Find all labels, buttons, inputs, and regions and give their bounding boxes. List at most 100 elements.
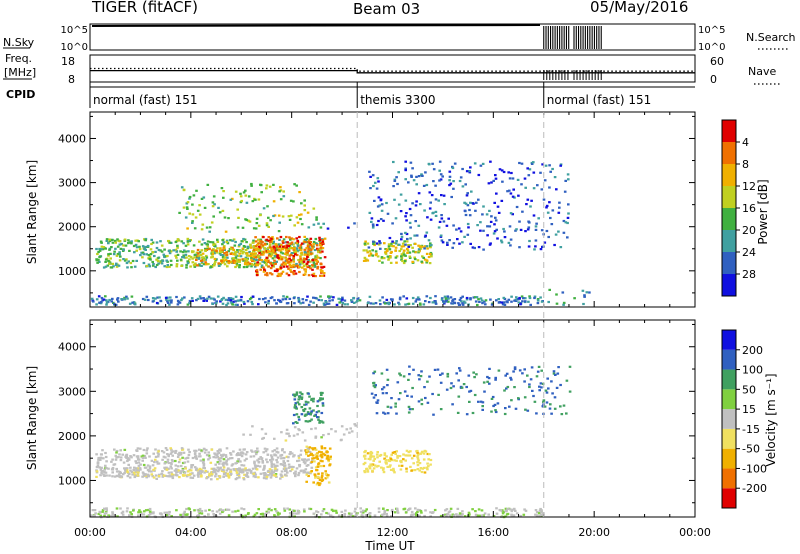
echo-pixel: [374, 181, 377, 184]
echo-pixel: [203, 515, 206, 518]
echo-pixel: [528, 296, 532, 300]
echo-pixel: [403, 249, 406, 252]
echo-pixel: [255, 468, 259, 471]
echo-pixel: [147, 298, 150, 302]
echo-pixel: [443, 295, 447, 298]
echo-pixel: [176, 299, 180, 302]
echo-pixel: [283, 465, 286, 468]
echo-pixel: [183, 510, 186, 513]
echo-pixel: [385, 455, 388, 458]
echo-pixel: [304, 420, 308, 423]
echo-pixel: [320, 474, 324, 477]
echo-pixel: [307, 259, 310, 262]
echo-pixel: [568, 365, 572, 368]
echo-pixel: [300, 202, 303, 205]
echo-pixel: [452, 385, 455, 388]
echo-pixel: [494, 177, 498, 180]
echo-pixel: [95, 453, 98, 456]
echo-pixel: [137, 464, 141, 467]
echo-pixel: [100, 248, 103, 251]
echo-pixel: [111, 466, 115, 470]
echo-pixel: [285, 302, 289, 305]
echo-pixel: [395, 450, 398, 453]
echo-pixel: [292, 273, 296, 276]
echo-pixel: [99, 302, 103, 305]
echo-pixel: [310, 466, 314, 469]
echo-pixel: [515, 228, 518, 231]
echo-pixel: [252, 247, 256, 250]
echo-pixel: [290, 237, 294, 240]
echo-pixel: [154, 458, 157, 461]
echo-pixel: [239, 242, 243, 245]
echo-pixel: [422, 256, 425, 259]
echo-pixel: [127, 260, 130, 263]
echo-pixel: [429, 201, 432, 204]
echo-pixel: [180, 447, 184, 450]
echo-pixel: [134, 467, 138, 470]
echo-pixel: [225, 447, 229, 450]
echo-pixel: [262, 236, 265, 239]
echo-pixel: [522, 297, 525, 300]
echo-pixel: [317, 472, 320, 475]
echo-pixel: [269, 472, 272, 475]
echo-pixel: [375, 187, 379, 190]
echo-pixel: [405, 240, 409, 243]
echo-pixel: [125, 455, 128, 458]
echo-pixel: [425, 295, 429, 298]
nsky-label: N.Sky: [3, 36, 35, 49]
echo-pixel: [144, 456, 147, 459]
echo-pixel: [96, 464, 100, 468]
echo-pixel: [509, 212, 513, 215]
echo-pixel: [297, 296, 300, 300]
echo-pixel: [151, 251, 155, 254]
echo-pixel: [232, 300, 236, 303]
echo-pixel: [319, 465, 323, 468]
echo-pixel: [273, 449, 276, 452]
echo-pixel: [404, 303, 407, 306]
echo-pixel: [312, 207, 316, 210]
echo-pixel: [235, 469, 238, 472]
echo-pixel: [143, 510, 146, 513]
echo-pixel: [567, 212, 570, 215]
echo-pixel: [158, 296, 161, 299]
echo-pixel: [255, 512, 259, 515]
colorbar-tick-label: 28: [742, 268, 756, 281]
echo-pixel: [122, 248, 125, 251]
echo-pixel: [397, 171, 400, 174]
echo-pixel: [263, 242, 267, 245]
echo-pixel: [149, 513, 152, 516]
echo-pixel: [530, 162, 534, 165]
echo-pixel: [251, 295, 255, 298]
echo-pixel: [417, 175, 421, 178]
colorbar-tick-label: 8: [742, 158, 749, 171]
echo-pixel: [224, 455, 228, 458]
echo-pixel: [239, 298, 243, 301]
echo-pixel: [389, 515, 393, 518]
echo-pixel: [305, 403, 308, 406]
echo-pixel: [299, 260, 303, 264]
echo-pixel: [468, 513, 471, 516]
echo-pixel: [237, 474, 241, 477]
echo-pixel: [288, 263, 292, 266]
echo-pixel: [215, 249, 218, 252]
echo-pixel: [280, 256, 283, 259]
echo-pixel: [321, 240, 324, 243]
echo-pixel: [530, 366, 534, 369]
echo-pixel: [292, 413, 296, 417]
echo-pixel: [320, 453, 323, 456]
echo-pixel: [182, 254, 185, 257]
echo-pixel: [313, 447, 317, 450]
echo-pixel: [428, 375, 431, 378]
echo-pixel: [366, 251, 369, 254]
echo-pixel: [322, 272, 326, 275]
echo-pixel: [206, 470, 209, 473]
echo-pixel: [548, 288, 551, 291]
echo-pixel: [251, 200, 255, 203]
echo-pixel: [267, 299, 270, 303]
echo-pixel: [200, 256, 204, 259]
echo-pixel: [222, 461, 225, 464]
echo-pixel: [256, 450, 260, 453]
y-tick-label: 2000: [58, 221, 86, 234]
echo-pixel: [509, 376, 512, 379]
echo-pixel: [415, 234, 419, 237]
